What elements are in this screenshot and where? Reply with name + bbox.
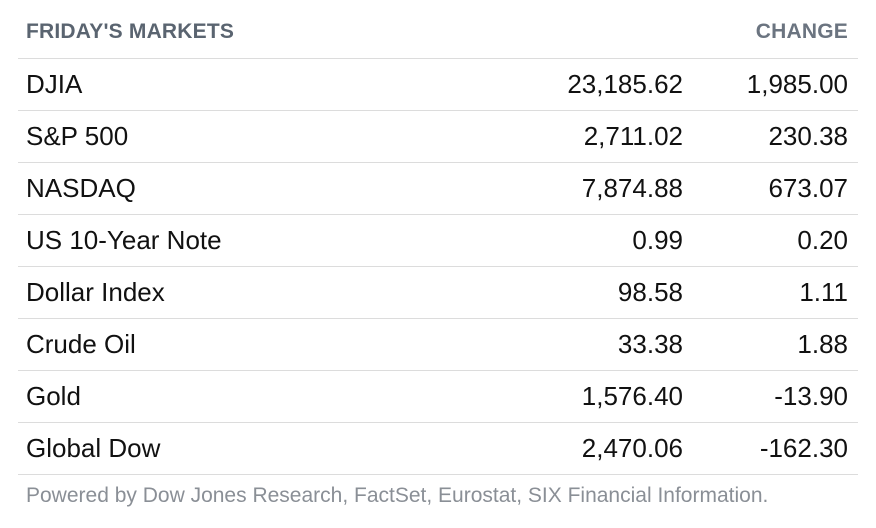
market-change: 673.07 [768, 173, 848, 203]
markets-header: FRIDAY'S MARKETS CHANGE [18, 6, 858, 59]
market-name: Gold [26, 381, 81, 411]
market-row-gold: Gold 1,576.40 -13.90 [18, 371, 858, 423]
markets-widget: FRIDAY'S MARKETS CHANGE DJIA 23,185.62 1… [18, 6, 858, 475]
markets-table: DJIA 23,185.62 1,985.00 S&P 500 2,711.02… [18, 59, 858, 475]
market-value: 98.58 [617, 277, 683, 307]
market-value: 1,576.40 [581, 381, 683, 411]
market-change: 1,985.00 [746, 69, 848, 99]
market-change: 1.11 [799, 277, 848, 307]
market-row-us10y: US 10-Year Note 0.99 0.20 [18, 215, 858, 267]
market-change: 0.20 [797, 225, 848, 255]
change-column-header: CHANGE [755, 20, 848, 43]
market-row-global-dow: Global Dow 2,470.06 -162.30 [18, 423, 858, 475]
market-name: S&P 500 [26, 121, 129, 151]
market-name: US 10-Year Note [26, 225, 222, 255]
market-value: 23,185.62 [567, 69, 683, 99]
market-row-dollar-index: Dollar Index 98.58 1.11 [18, 267, 858, 319]
market-row-sp500: S&P 500 2,711.02 230.38 [18, 111, 858, 163]
market-change: 230.38 [768, 121, 848, 151]
market-change: -162.30 [759, 433, 848, 463]
market-name: Dollar Index [26, 277, 165, 307]
market-value: 2,470.06 [581, 433, 683, 463]
market-value: 33.38 [617, 329, 683, 359]
market-name: NASDAQ [26, 173, 136, 203]
market-value: 7,874.88 [581, 173, 683, 203]
market-change: 1.88 [797, 329, 848, 359]
market-row-djia: DJIA 23,185.62 1,985.00 [18, 59, 858, 111]
market-name: DJIA [26, 69, 83, 99]
market-name: Global Dow [26, 433, 161, 463]
market-change: -13.90 [774, 381, 848, 411]
market-name: Crude Oil [26, 329, 136, 359]
market-value: 0.99 [632, 225, 683, 255]
markets-title: FRIDAY'S MARKETS [26, 20, 235, 43]
market-row-nasdaq: NASDAQ 7,874.88 673.07 [18, 163, 858, 215]
market-value: 2,711.02 [583, 121, 683, 151]
market-row-crude-oil: Crude Oil 33.38 1.88 [18, 319, 858, 371]
data-attribution: Powered by Dow Jones Research, FactSet, … [26, 484, 769, 507]
